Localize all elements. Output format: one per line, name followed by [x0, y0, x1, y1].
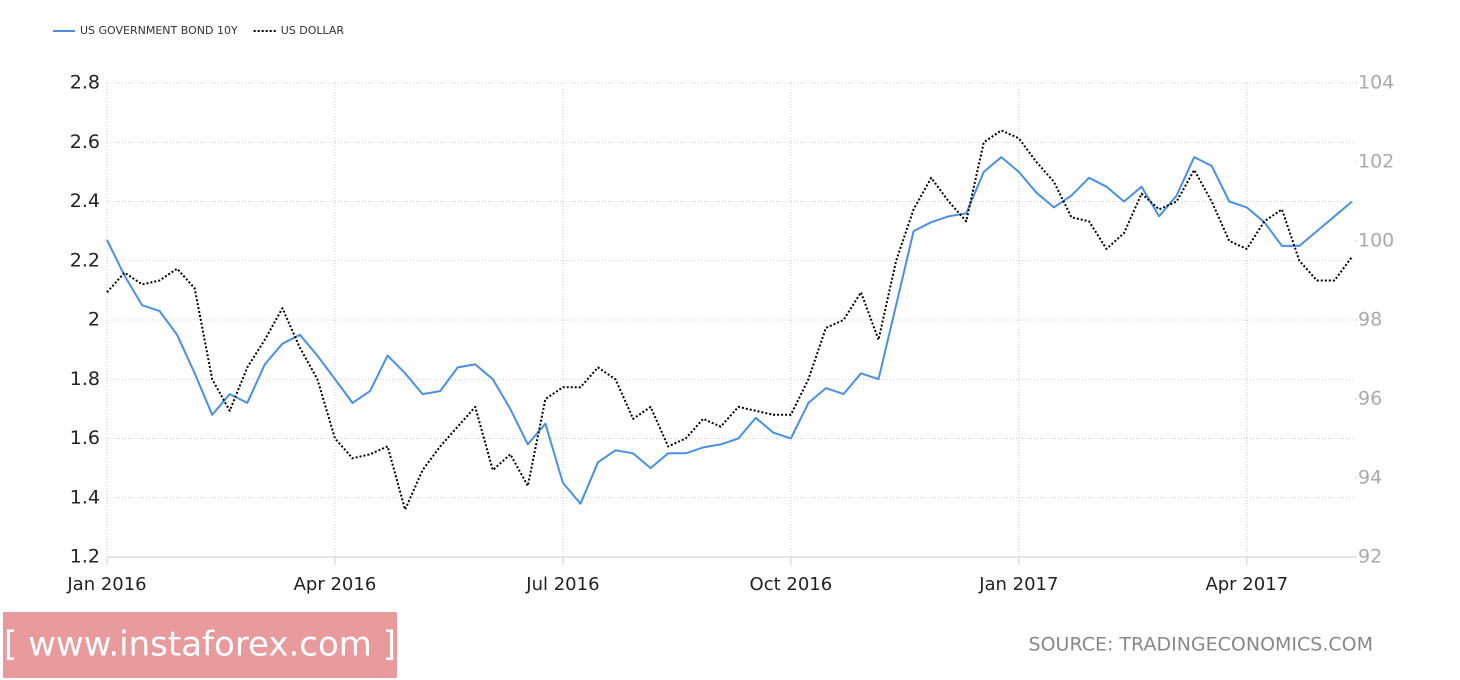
y2-tick-label: 102	[1358, 151, 1394, 173]
y-tick-label: 2.8	[70, 72, 100, 94]
y-tick-label: 2.6	[70, 131, 100, 153]
x-tick-label: Apr 2017	[1205, 574, 1288, 595]
y-tick-label: 1.6	[70, 427, 100, 449]
x-tick-label: Jan 2016	[66, 574, 146, 595]
y-tick-label: 2.2	[70, 249, 100, 271]
x-tick-label: Jan 2017	[978, 574, 1058, 595]
y2-tick-label: 100	[1358, 230, 1394, 252]
y-tick-label: 1.8	[70, 368, 100, 390]
y-tick-label: 2.4	[70, 190, 100, 212]
legend-label: US DOLLAR	[281, 24, 345, 37]
y-tick-label: 2	[88, 309, 100, 331]
source: SOURCE: TRADINGECONOMICS.COM	[1029, 634, 1373, 656]
x-tick-label: Oct 2016	[750, 574, 833, 595]
series-line	[106, 156, 1353, 505]
y2-tick-label: 104	[1358, 72, 1394, 94]
legend-label: US GOVERNMENT BOND 10Y	[80, 24, 238, 37]
y-tick-label: 1.4	[70, 486, 100, 508]
watermark-box	[3, 612, 397, 678]
y2-tick-label: 94	[1358, 467, 1382, 489]
y2-tick-label: 96	[1358, 388, 1382, 410]
x-tick-label: Apr 2016	[294, 574, 377, 595]
watermark: [ www.instaforex.com ]	[4, 625, 396, 665]
x-tick-label: Jul 2016	[525, 574, 599, 595]
y2-tick-label: 92	[1358, 546, 1382, 568]
y-tick-label: 1.2	[70, 546, 100, 568]
y2-tick-label: 98	[1358, 309, 1382, 331]
